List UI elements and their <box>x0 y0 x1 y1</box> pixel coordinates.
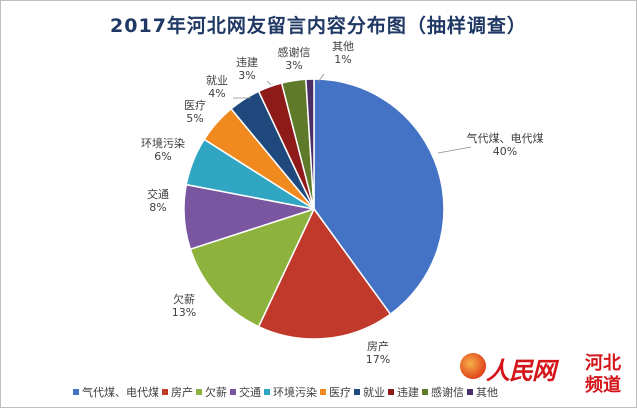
pie-slice-9 <box>305 78 315 210</box>
slice-label-name-3: 交通 <box>147 187 169 201</box>
slice-label-value-4: 6% <box>154 150 171 163</box>
legend-swatch-9 <box>467 389 473 395</box>
slice-label-value-1: 17% <box>366 353 390 366</box>
legend-label-8: 感谢信 <box>431 386 464 399</box>
legend-label-3: 交通 <box>239 386 261 399</box>
slice-label-value-2: 13% <box>172 306 196 319</box>
legend-item-4: 环境污染 <box>264 384 317 400</box>
watermark-brand: 人民网 <box>486 356 556 385</box>
slice-label-value-5: 5% <box>186 112 203 125</box>
legend-item-3: 交通 <box>230 384 261 400</box>
pie-slices <box>183 78 445 340</box>
chart-title: 2017年河北网友留言内容分布图（抽样调查） <box>110 15 527 37</box>
slice-label-name-8: 感谢信 <box>278 45 311 59</box>
legend-swatch-3 <box>230 389 236 395</box>
legend-item-2: 欠薪 <box>196 384 227 400</box>
legend-label-0: 气代煤、电代煤 <box>82 386 159 399</box>
slice-label-name-6: 就业 <box>206 73 228 87</box>
leader-line-7 <box>266 80 272 86</box>
pie-slice-2 <box>189 207 316 328</box>
legend-swatch-0 <box>73 389 79 395</box>
pie-slice-1 <box>257 207 392 340</box>
slice-label-value-0: 40% <box>493 145 517 158</box>
legend-item-0: 气代煤、电代煤 <box>73 384 159 400</box>
legend-swatch-2 <box>196 389 202 395</box>
legend-swatch-8 <box>422 389 428 395</box>
slice-label-value-9: 1% <box>334 53 351 66</box>
legend-label-4: 环境污染 <box>273 386 317 399</box>
legend: 气代煤、电代煤 房产 欠薪 交通 环境污染 医疗 就业 违建 感谢信 其他 <box>73 384 501 400</box>
legend-label-5: 医疗 <box>329 386 351 399</box>
legend-label-1: 房产 <box>171 386 193 399</box>
slice-label-value-7: 3% <box>238 69 255 82</box>
watermark-logo: 人民网 河北频道 <box>460 349 630 405</box>
legend-swatch-1 <box>162 389 168 395</box>
leader-line-9 <box>317 73 325 83</box>
pie-slice-0 <box>313 78 445 316</box>
legend-item-9: 其他 <box>467 384 498 400</box>
legend-item-8: 感谢信 <box>422 384 464 400</box>
leader-lines <box>233 73 472 154</box>
slice-label-name-5: 医疗 <box>184 98 206 112</box>
legend-item-7: 违建 <box>388 384 419 400</box>
watermark-channel: 河北频道 <box>585 353 621 396</box>
slice-label-name-2: 欠薪 <box>173 292 195 306</box>
slice-label-name-0: 气代煤、电代煤 <box>467 131 544 145</box>
people-daily-logo-icon <box>460 353 486 379</box>
slice-label-value-3: 8% <box>149 201 166 214</box>
legend-swatch-7 <box>388 389 394 395</box>
legend-item-5: 医疗 <box>320 384 351 400</box>
slice-label-name-4: 环境污染 <box>141 136 185 150</box>
leader-line-0 <box>437 146 472 154</box>
slice-label-name-7: 违建 <box>236 55 258 69</box>
legend-swatch-6 <box>354 389 360 395</box>
slice-label-name-9: 其他 <box>332 40 354 53</box>
legend-swatch-5 <box>320 389 326 395</box>
slice-label-name-1: 房产 <box>367 339 389 353</box>
slice-label-value-8: 3% <box>285 59 302 72</box>
legend-item-1: 房产 <box>162 384 193 400</box>
slice-label-value-6: 4% <box>208 87 225 100</box>
legend-label-6: 就业 <box>363 386 385 399</box>
legend-label-2: 欠薪 <box>205 386 227 399</box>
legend-label-7: 违建 <box>397 386 419 399</box>
legend-label-9: 其他 <box>476 386 498 399</box>
legend-swatch-4 <box>264 389 270 395</box>
legend-item-6: 就业 <box>354 384 385 400</box>
